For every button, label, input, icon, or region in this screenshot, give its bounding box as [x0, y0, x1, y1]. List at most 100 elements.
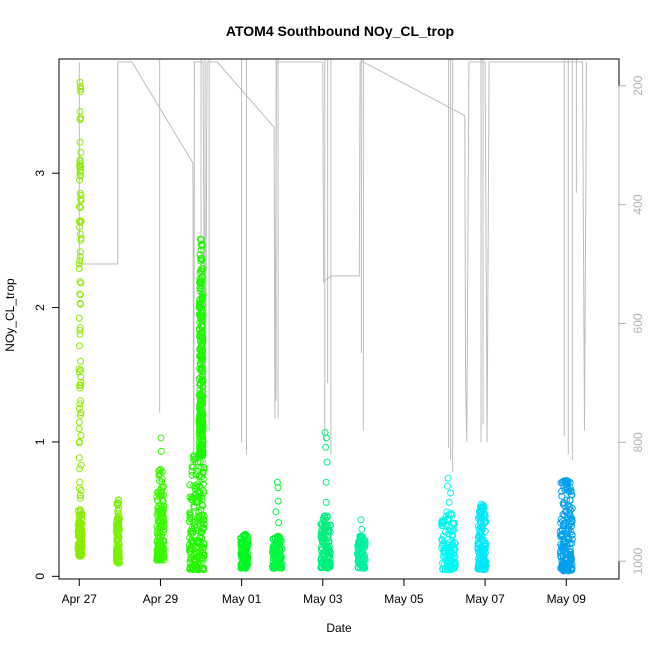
data-point: [200, 480, 207, 488]
data-point: [76, 253, 84, 261]
data-point: [197, 281, 205, 289]
altitude-path: [78, 61, 587, 479]
data-point: [243, 542, 251, 550]
data-point: [76, 156, 84, 164]
data-point: [76, 218, 84, 226]
data-point: [197, 236, 205, 243]
data-point: [557, 553, 565, 561]
data-point: [474, 543, 482, 551]
data-point: [565, 487, 573, 495]
data-point: [76, 478, 84, 486]
data-point: [200, 564, 207, 572]
data-point: [273, 478, 281, 486]
data-point: [566, 503, 574, 511]
data-point: [438, 519, 446, 527]
data-point: [198, 265, 206, 273]
data-point: [326, 550, 334, 558]
data-point: [199, 400, 207, 408]
data-point: [272, 508, 280, 516]
data-point: [75, 418, 83, 426]
plot-frame: [58, 58, 620, 580]
data-point: [438, 522, 446, 530]
data-point: [326, 521, 334, 529]
x-tick-label: May 01: [222, 592, 262, 606]
data-point: [354, 541, 362, 549]
data-point: [447, 489, 455, 497]
data-point: [76, 492, 84, 500]
data-point: [563, 530, 571, 538]
data-point: [558, 526, 566, 534]
data-point: [154, 554, 162, 562]
data-point: [77, 279, 85, 287]
data-point: [563, 539, 571, 547]
data-point: [195, 439, 203, 446]
x-tick-label: May 07: [465, 592, 505, 606]
data-point: [158, 478, 166, 486]
data-point: [199, 502, 207, 510]
data-point: [198, 256, 206, 264]
data-point: [558, 487, 566, 495]
data-point: [559, 563, 567, 571]
cluster-5: [237, 530, 252, 572]
data-point: [158, 546, 166, 554]
data-point: [77, 431, 85, 439]
data-point: [190, 503, 198, 511]
data-point: [76, 400, 84, 408]
data-point: [557, 519, 565, 527]
data-point: [154, 504, 162, 512]
data-point: [448, 542, 455, 550]
data-point: [567, 551, 575, 559]
data-point: [157, 447, 165, 455]
data-point: [564, 478, 572, 485]
data-point: [76, 494, 84, 502]
cluster-4: [195, 235, 207, 459]
data-point: [77, 411, 84, 419]
data-point: [155, 518, 162, 526]
data-point: [115, 499, 122, 507]
data-point: [197, 257, 205, 265]
data-point: [75, 365, 83, 373]
data-point: [77, 397, 85, 405]
data-point: [157, 465, 165, 473]
data-point: [75, 368, 83, 376]
data-point: [196, 295, 204, 303]
data-point: [77, 88, 84, 95]
data-point: [76, 552, 84, 560]
data-point: [318, 551, 326, 559]
data-point: [358, 533, 366, 541]
data-point: [190, 518, 198, 526]
data-point: [243, 561, 251, 569]
data-point: [75, 454, 83, 462]
cluster-11: [556, 477, 576, 575]
data-point: [438, 544, 446, 552]
data-point: [115, 554, 123, 561]
data-point: [198, 339, 206, 347]
data-point: [480, 514, 488, 522]
data-point: [76, 116, 84, 123]
data-point: [77, 166, 85, 174]
data-point: [78, 541, 86, 549]
data-point: [449, 531, 456, 539]
y-right-tick-label: 600: [631, 313, 645, 333]
data-point: [476, 531, 484, 539]
data-point: [77, 234, 85, 242]
data-point: [197, 241, 205, 249]
data-point: [77, 373, 85, 381]
data-point: [197, 351, 205, 359]
data-point: [568, 515, 576, 523]
data-point: [197, 397, 205, 405]
y-right-tick-label: 800: [631, 432, 645, 452]
data-point: [237, 550, 245, 558]
data-point: [195, 566, 203, 574]
data-point: [186, 481, 194, 489]
data-point: [325, 545, 332, 553]
data-point: [320, 535, 328, 543]
data-point: [238, 550, 246, 557]
data-point: [320, 525, 328, 533]
data-point: [189, 463, 197, 471]
data-point: [157, 488, 165, 496]
data-point: [357, 541, 365, 549]
data-point: [76, 384, 84, 392]
data-point: [77, 300, 84, 308]
data-point: [438, 535, 446, 543]
